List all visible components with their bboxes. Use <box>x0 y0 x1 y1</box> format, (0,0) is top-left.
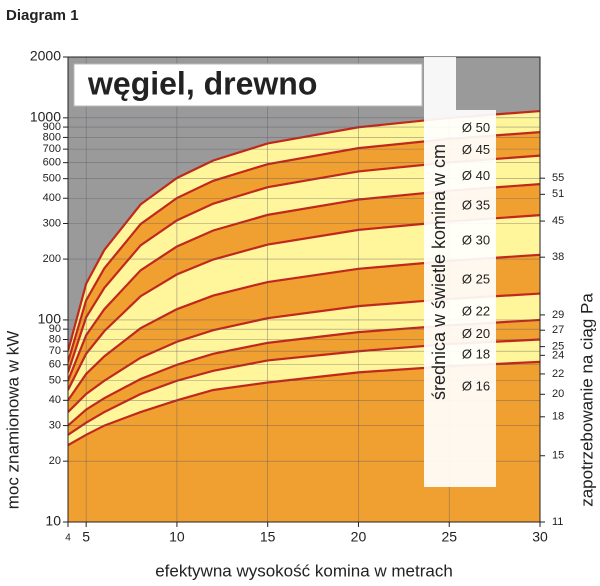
curve <box>68 318 540 427</box>
y-tick-label: 400 <box>43 192 61 204</box>
curve <box>68 154 540 373</box>
band-label: Ø 30 <box>462 233 490 248</box>
band-label: Ø 18 <box>462 347 490 362</box>
band-label: Ø 45 <box>462 142 490 157</box>
y-tick-label: 300 <box>43 217 61 229</box>
y-tick-label: 80 <box>49 333 61 345</box>
upper-zone <box>68 57 540 352</box>
curve <box>68 292 540 413</box>
band-label: Ø 25 <box>462 271 490 286</box>
y2-tick-label: 20 <box>552 388 564 400</box>
x-tick-label: 15 <box>260 529 276 545</box>
plot-frame <box>67 56 541 523</box>
y-tick-label: 800 <box>43 131 61 143</box>
y-tick-label: 200 <box>43 253 61 265</box>
y2-tick-label: 29 <box>552 309 564 321</box>
y2-tick-label: 11 <box>552 516 563 528</box>
y2-tick-label: 27 <box>552 324 564 336</box>
y2-tick-label: 55 <box>552 172 564 184</box>
x-axis-label: efektywna wysokość komina w metrach <box>155 561 453 580</box>
band <box>68 339 540 446</box>
y-tick-label: 10 <box>45 513 61 529</box>
y-tick-label: 2000 <box>30 48 61 64</box>
curve <box>68 182 540 382</box>
band-label: Ø 50 <box>462 120 490 135</box>
curve <box>68 214 540 391</box>
x-tick-label: 30 <box>532 529 548 545</box>
y-tick-label: 30 <box>49 419 61 431</box>
x-tick-label: 20 <box>351 529 367 545</box>
y2-tick-label: 18 <box>552 411 564 423</box>
y-tick-label: 500 <box>43 173 61 185</box>
band-label: Ø 16 <box>462 378 490 393</box>
x-tick-label: 5 <box>82 529 90 545</box>
y-tick-label: 70 <box>49 345 61 357</box>
x-tick-label: 10 <box>169 529 185 545</box>
y-tick-label: 1000 <box>30 109 61 125</box>
y-tick-label: 40 <box>49 394 61 406</box>
y-tick-label: 900 <box>43 121 61 133</box>
band-label-box <box>456 110 496 487</box>
curve <box>68 360 540 447</box>
band-label: Ø 35 <box>462 198 490 213</box>
y2-tick-label: 38 <box>552 251 564 263</box>
y-axis-label: moc znamionowa w kW <box>3 331 22 510</box>
y2-tick-label: 51 <box>552 188 564 200</box>
band-label: Ø 40 <box>462 168 490 183</box>
x-tick-label: 25 <box>441 529 457 545</box>
y2-tick-label: 15 <box>552 450 564 462</box>
y2-axis-label: zapotrzebowanie na ciąg Pa <box>577 293 596 507</box>
curve <box>68 130 540 363</box>
annotation: średnica w świetle komina w cm <box>429 144 449 400</box>
curve <box>68 253 540 401</box>
band <box>68 215 540 401</box>
subtitle: węgiel, drewno <box>87 65 317 101</box>
band-label: Ø 22 <box>462 304 490 319</box>
annotation-box <box>424 57 456 487</box>
x-tick-label: 4 <box>65 533 71 544</box>
band-label: Ø 20 <box>462 326 490 341</box>
y-tick-label: 90 <box>49 323 61 335</box>
curve <box>68 338 540 436</box>
y-tick-label: 20 <box>49 455 61 467</box>
band <box>68 254 540 413</box>
y2-tick-label: 25 <box>552 341 564 353</box>
y-tick-label: 60 <box>49 359 61 371</box>
y2-tick-label: 22 <box>552 368 564 380</box>
y2-tick-label: 24 <box>552 349 564 361</box>
subtitle-box <box>73 63 423 107</box>
curve <box>68 109 540 352</box>
y-tick-label: 600 <box>43 157 61 169</box>
band <box>68 361 540 522</box>
y2-tick-label: 45 <box>552 215 564 227</box>
y-tick-label: 50 <box>49 375 61 387</box>
y-tick-label: 700 <box>43 143 61 155</box>
y-tick-label: 100 <box>38 311 62 327</box>
chart-title: Diagram 1 <box>6 7 79 24</box>
